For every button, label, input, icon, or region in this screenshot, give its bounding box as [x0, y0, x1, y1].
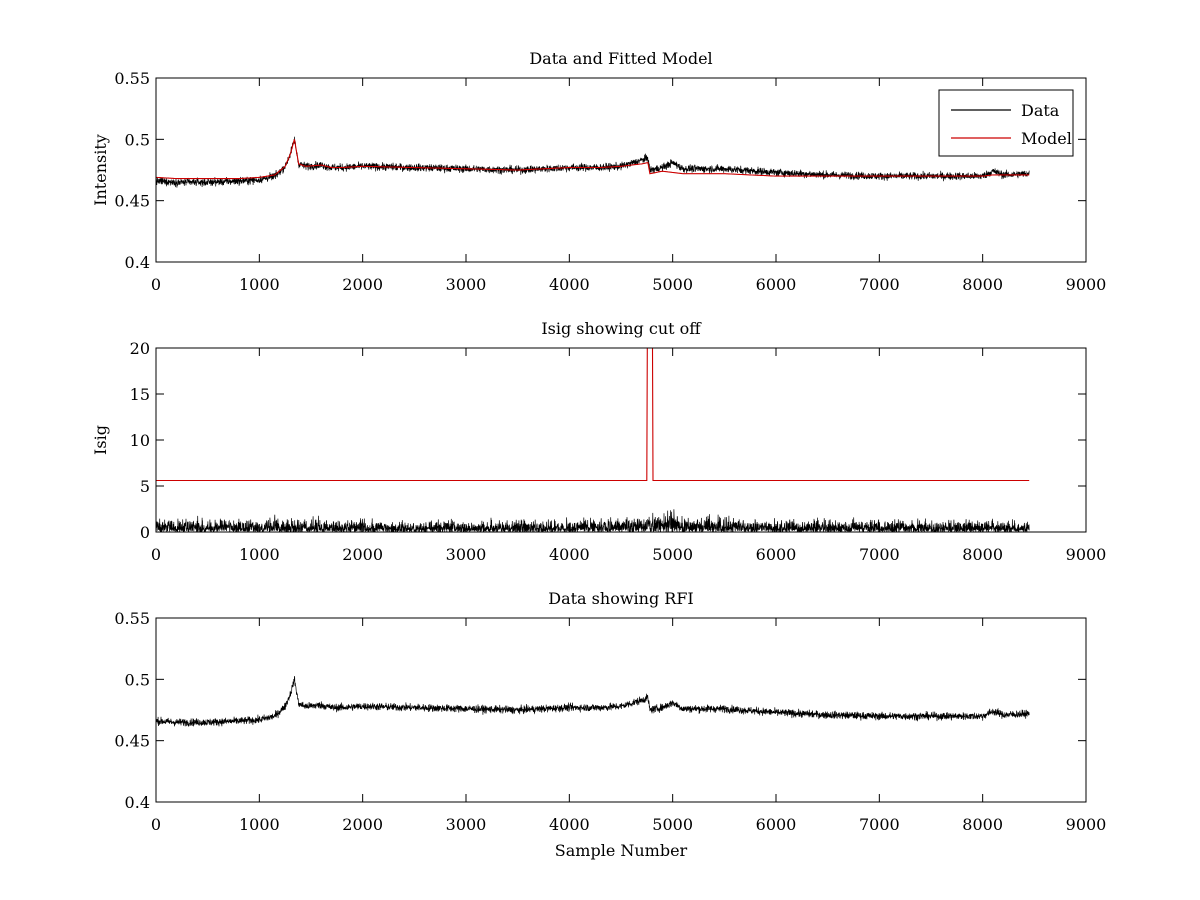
legend-box: [938, 89, 1074, 157]
y-tick-label: 20: [130, 339, 150, 358]
x-tick-label: 8000: [962, 815, 1003, 834]
x-tick-label: 6000: [756, 275, 797, 294]
y-tick-label: 5: [140, 477, 150, 496]
x-tick-label: 5000: [652, 815, 693, 834]
y-tick-label: 0.45: [114, 732, 150, 751]
x-tick-label: 2000: [342, 275, 383, 294]
y-tick-label: 15: [130, 385, 150, 404]
x-tick-label: 2000: [342, 545, 383, 564]
x-tick-label: 6000: [756, 545, 797, 564]
y-tick-label: 10: [130, 431, 150, 450]
legend: Data Model: [938, 89, 1074, 157]
y-axis-label: Isig: [91, 425, 110, 455]
x-tick-label: 3000: [446, 275, 487, 294]
chart-title: Isig showing cut off: [541, 319, 702, 338]
series-cut-off-line: [156, 348, 1030, 482]
y-tick-label: 0.55: [114, 609, 150, 628]
x-tick-label: 1000: [239, 275, 280, 294]
x-tick-label: 6000: [756, 815, 797, 834]
x-tick-label: 5000: [652, 545, 693, 564]
x-tick-label: 1000: [239, 545, 280, 564]
x-tick-label: 7000: [859, 275, 900, 294]
y-tick-label: 0.4: [125, 793, 150, 812]
x-tick-label: 2000: [342, 815, 383, 834]
x-tick-label: 4000: [549, 545, 590, 564]
subplot-2: 0 1000 2000 3000 4000 5000 6000 7000 8000 9000 0 5 1…: [91, 319, 1106, 564]
axes-box: [155, 347, 1087, 533]
chart-title: Data and Fitted Model: [529, 49, 712, 68]
y-tick-label: 0.55: [114, 69, 150, 88]
legend-label-data: Data: [1021, 101, 1060, 120]
x-tick-label: 5000: [652, 275, 693, 294]
series-data-line: [156, 676, 1030, 727]
x-axis-label: Sample Number: [555, 841, 688, 860]
x-tick-label: 4000: [549, 275, 590, 294]
x-tick-label: 1000: [239, 815, 280, 834]
y-tick-label: 0.45: [114, 192, 150, 211]
x-tick-label: 8000: [962, 275, 1003, 294]
y-tick-label: 0.5: [125, 670, 150, 689]
x-tick-label: 9000: [1066, 545, 1107, 564]
y-tick-label: 0.5: [125, 130, 150, 149]
x-tick-label: 0: [151, 815, 161, 834]
x-tick-label: 3000: [446, 815, 487, 834]
axes-box: [155, 617, 1087, 803]
y-axis-label: Intensity: [91, 134, 110, 206]
subplot-1: 0 1000 2000 3000 4000 5000 6000 7000 8000 9000 0.4…: [91, 49, 1106, 294]
x-tick-label: 9000: [1066, 275, 1107, 294]
x-tick-label: 7000: [859, 545, 900, 564]
subplot-3: 0 1000 2000 3000 4000 5000 6000 7000 8000 9000 0.4…: [114, 589, 1106, 860]
axes-box: [155, 77, 1087, 263]
x-tick-label: 7000: [859, 815, 900, 834]
y-tick-label: 0: [140, 523, 150, 542]
x-tick-label: 9000: [1066, 815, 1107, 834]
x-tick-label: 0: [151, 545, 161, 564]
x-tick-label: 8000: [962, 545, 1003, 564]
chart-title: Data showing RFI: [548, 589, 693, 608]
x-tick-label: 4000: [549, 815, 590, 834]
series-model-line: [156, 139, 1030, 180]
x-tick-label: 0: [151, 275, 161, 294]
y-tick-label: 0.4: [125, 253, 150, 272]
legend-label-model: Model: [1021, 129, 1072, 148]
series-isig-line: [156, 509, 1030, 532]
x-tick-label: 3000: [446, 545, 487, 564]
